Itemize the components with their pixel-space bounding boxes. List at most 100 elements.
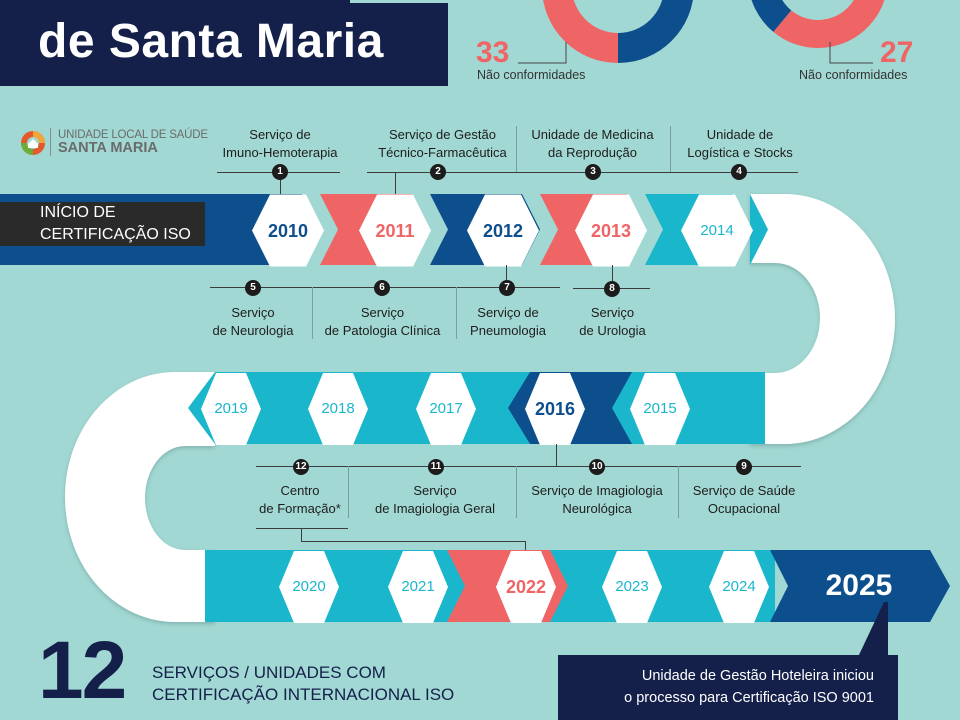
divider: [516, 126, 517, 172]
connector-line: [612, 265, 613, 287]
service-badge-2: 2: [430, 164, 446, 180]
divider: [348, 466, 349, 518]
divider: [670, 126, 671, 172]
service-badge-12: 12: [293, 459, 309, 475]
logo-text: UNIDADE LOCAL DE SAÚDE SANTA MARIA: [58, 129, 208, 155]
year-label: 2014: [700, 221, 734, 239]
start-label-line1: INÍCIO DE: [0, 202, 154, 224]
donut-slice-nonconformities: [543, 0, 618, 63]
year-label-final: 2025: [825, 569, 893, 602]
year-label: 2010: [267, 220, 309, 241]
page-title: de Santa Maria: [38, 15, 384, 68]
service-10: Serviço de Imagiologia Neurológica: [531, 483, 663, 516]
connector-line: [556, 444, 557, 466]
donut-charts: [518, 0, 885, 64]
logo-line2: SANTA MARIA: [58, 140, 158, 156]
note-box: [558, 655, 898, 720]
year-hexagon: [279, 551, 339, 623]
service-badge-10: 10: [589, 459, 605, 475]
track-segment: [770, 550, 950, 622]
service-badge-1: 1: [272, 164, 288, 180]
year-hexagon: [709, 551, 769, 623]
service-badge-7: 7: [499, 280, 515, 296]
service-3: Unidade de Medicina da Reprodução: [531, 127, 654, 160]
track-curve-left: [65, 372, 215, 622]
service-9: Serviço de Saúde Ocupacional: [692, 483, 796, 516]
track-segment-tip: [750, 194, 768, 265]
year-label: 2011: [375, 220, 415, 241]
year-label: 2017: [429, 400, 463, 417]
year-label: 2021: [401, 578, 435, 595]
summary-line2: CERTIFICAÇÃO INTERNACIONAL ISO: [152, 685, 455, 704]
title-notch: [350, 0, 448, 3]
year-label: 2019: [214, 400, 248, 417]
donut-slice-nonconformities: [773, 0, 885, 48]
uls-logo-icon: [21, 131, 45, 155]
service-badge-6: 6: [374, 280, 390, 296]
divider: [678, 466, 679, 518]
logo-line1: UNIDADE LOCAL DE SAÚDE: [58, 129, 208, 141]
divider: [312, 287, 313, 339]
service-8: Serviço de Urologia: [579, 305, 646, 338]
nonconformities-label-2025: Não conformidades: [799, 68, 908, 82]
leader-line: [518, 42, 567, 64]
service-badge-5: 5: [245, 280, 261, 296]
year-hexagon: [252, 194, 324, 267]
service-badge-4: 4: [731, 164, 747, 180]
service-5: Serviço de Neurologia: [212, 305, 294, 338]
note-line1: Unidade de Gestão Hoteleira iniciou: [641, 668, 874, 684]
callout-pointer: [858, 602, 888, 657]
donut-slice-other: [751, 0, 792, 32]
connector-line: [525, 541, 526, 550]
year-hexagon: [359, 194, 431, 267]
year-label: 2016: [534, 399, 576, 419]
start-label-line2: CERTIFICAÇÃO ISO: [40, 226, 191, 243]
connector-line: [256, 528, 348, 529]
connector-line: [367, 172, 798, 173]
nonconformities-count-2024: 33: [476, 36, 510, 69]
service-1: Serviço de Imuno-Hemoterapia: [222, 127, 338, 160]
service-11: Serviço de Imagiologia Geral: [375, 483, 495, 516]
divider: [516, 466, 517, 518]
note-text: Unidade de Gestão Hoteleira iniciou o pr…: [560, 665, 874, 709]
start-label: INÍCIO DE CERTIFICAÇÃO ISO: [0, 202, 205, 246]
logo-divider: [50, 128, 51, 156]
year-label: 2018: [321, 400, 355, 417]
year-label: 2023: [615, 578, 649, 595]
title-banner: [0, 0, 448, 86]
service-4: Unidade de Logística e Stocks: [687, 127, 793, 160]
year-hexagon: [630, 373, 690, 445]
service-badge-3: 3: [585, 164, 601, 180]
service-badge-9: 9: [736, 459, 752, 475]
nonconformities-count-2025: 27: [880, 36, 914, 69]
summary-count: 12: [38, 625, 127, 716]
year-hexagon: [467, 194, 539, 267]
year-hexagon: [681, 194, 753, 267]
year-label: 2015: [643, 400, 677, 417]
donut-slice-other: [618, 0, 693, 63]
divider: [456, 287, 457, 339]
leader-line: [829, 42, 873, 64]
year-hexagon: [525, 373, 585, 445]
service-badge-11: 11: [428, 459, 444, 475]
service-7: Serviço de Pneumologia: [470, 305, 546, 338]
year-hexagon: [575, 194, 647, 267]
summary-label: SERVIÇOS / UNIDADES COM CERTIFICAÇÃO INT…: [152, 662, 454, 706]
connector-line: [301, 528, 302, 542]
track-curve-right: [750, 194, 895, 444]
year-label: 2012: [482, 220, 524, 241]
year-hexagon: [201, 373, 261, 445]
year-label: 2013: [590, 220, 632, 241]
year-hexagon: [496, 551, 556, 623]
nonconformities-label-2024: Não conformidades: [477, 68, 586, 82]
year-label: 2024: [722, 578, 756, 595]
note-line2: o processo para Certificação ISO 9001: [624, 690, 874, 706]
donut-2025: [751, 0, 885, 48]
connector-line: [280, 172, 281, 194]
donut-2024: [543, 0, 693, 63]
year-hexagon: [308, 373, 368, 445]
service-badge-8: 8: [604, 281, 620, 297]
connector-line: [506, 265, 507, 287]
